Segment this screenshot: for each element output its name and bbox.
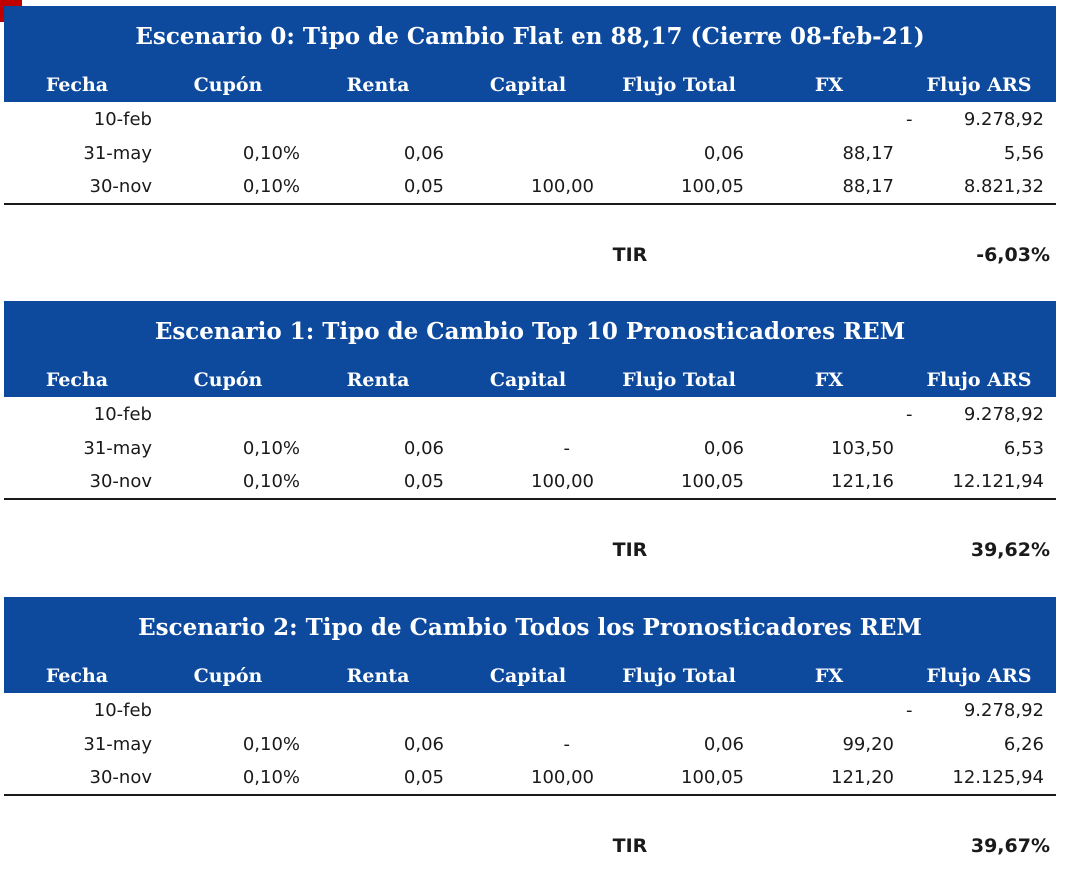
col-header-fecha: Fecha — [45, 74, 109, 96]
col-header-capital: Capital — [489, 369, 567, 391]
cell-ars-sign: - — [906, 109, 913, 130]
cell-fx: 88,17 — [842, 176, 894, 197]
col-header-fx: FX — [814, 369, 844, 391]
col-header-fecha: Fecha — [45, 369, 109, 391]
cell-capital: - — [563, 438, 571, 459]
cell-fecha: 30-nov — [89, 767, 152, 788]
cell-flujo-total: 100,05 — [681, 176, 744, 197]
col-header-flujo-ars: Flujo ARS — [926, 369, 1032, 391]
tir-value: 39,67% — [970, 835, 1050, 857]
cell-cupon: 0,10% — [242, 438, 300, 459]
cell-ars-sign: - — [906, 404, 913, 425]
header-band — [4, 68, 1056, 102]
tir-value: -6,03% — [976, 244, 1050, 266]
cell-capital: - — [563, 734, 571, 755]
col-header-capital: Capital — [489, 74, 567, 96]
cell-capital: 100,00 — [531, 767, 594, 788]
scenario-title: Escenario 1: Tipo de Cambio Top 10 Prono… — [154, 318, 906, 345]
col-header-fx: FX — [814, 74, 844, 96]
cell-capital: 100,00 — [531, 471, 594, 492]
title-band: Escenario 0: Tipo de Cambio Flat en 88,1… — [4, 6, 1056, 68]
cell-flujo-ars: 6,26 — [1003, 734, 1044, 755]
cell-flujo-ars: 6,53 — [1003, 438, 1044, 459]
cell-capital: 100,00 — [531, 176, 594, 197]
cell-fecha: 31-may — [83, 143, 152, 164]
scenario-title: Escenario 0: Tipo de Cambio Flat en 88,1… — [135, 23, 925, 50]
cell-renta: 0,06 — [403, 143, 444, 164]
header-band — [4, 363, 1056, 397]
tir-value: 39,62% — [970, 539, 1050, 561]
table-bottom-rule — [4, 794, 1056, 796]
cell-renta: 0,05 — [403, 471, 444, 492]
col-header-renta: Renta — [346, 74, 410, 96]
title-band: Escenario 2: Tipo de Cambio Todos los Pr… — [4, 597, 1056, 659]
tir-label: TIR — [612, 835, 648, 857]
cell-flujo-ars: 12.121,94 — [952, 471, 1044, 492]
tir-label: TIR — [612, 539, 648, 561]
col-header-renta: Renta — [346, 665, 410, 687]
table-bottom-rule — [4, 203, 1056, 205]
col-header-renta: Renta — [346, 369, 410, 391]
cell-renta: 0,06 — [403, 438, 444, 459]
cell-cupon: 0,10% — [242, 143, 300, 164]
cell-flujo-ars: 9.278,92 — [963, 109, 1044, 130]
col-header-flujo-total: Flujo Total — [622, 369, 736, 391]
col-header-fx: FX — [814, 665, 844, 687]
col-header-cupon: Cupón — [193, 369, 263, 391]
col-header-flujo-total: Flujo Total — [622, 74, 736, 96]
col-header-cupon: Cupón — [193, 665, 263, 687]
cell-flujo-total: 100,05 — [681, 471, 744, 492]
cell-flujo-ars: 12.125,94 — [952, 767, 1044, 788]
cell-fecha: 30-nov — [89, 471, 152, 492]
cell-renta: 0,06 — [403, 734, 444, 755]
cell-fecha: 31-may — [83, 734, 152, 755]
scenario-title: Escenario 2: Tipo de Cambio Todos los Pr… — [138, 614, 922, 641]
cell-cupon: 0,10% — [242, 176, 300, 197]
cell-fx: 99,20 — [842, 734, 894, 755]
tir-label: TIR — [612, 244, 648, 266]
col-header-capital: Capital — [489, 665, 567, 687]
cell-renta: 0,05 — [403, 767, 444, 788]
cell-cupon: 0,10% — [242, 734, 300, 755]
col-header-flujo-ars: Flujo ARS — [926, 665, 1032, 687]
title-band: Escenario 1: Tipo de Cambio Top 10 Prono… — [4, 301, 1056, 363]
cell-fx: 103,50 — [831, 438, 894, 459]
cell-ars-sign: - — [906, 700, 913, 721]
col-header-fecha: Fecha — [45, 665, 109, 687]
cell-cupon: 0,10% — [242, 767, 300, 788]
cell-flujo-total: 100,05 — [681, 767, 744, 788]
col-header-flujo-total: Flujo Total — [622, 665, 736, 687]
cell-fx: 121,16 — [831, 471, 894, 492]
cell-fecha: 10-feb — [93, 700, 152, 721]
cell-fx: 88,17 — [842, 143, 894, 164]
cell-flujo-ars: 8.821,32 — [963, 176, 1044, 197]
cell-fecha: 10-feb — [93, 404, 152, 425]
cell-cupon: 0,10% — [242, 471, 300, 492]
cell-flujo-ars: 9.278,92 — [963, 700, 1044, 721]
header-band — [4, 659, 1056, 693]
cell-flujo-total: 0,06 — [703, 438, 744, 459]
cell-fecha: 10-feb — [93, 109, 152, 130]
col-header-flujo-ars: Flujo ARS — [926, 74, 1032, 96]
cell-flujo-total: 0,06 — [703, 143, 744, 164]
table-bottom-rule — [4, 498, 1056, 500]
cell-flujo-ars: 9.278,92 — [963, 404, 1044, 425]
cell-flujo-total: 0,06 — [703, 734, 744, 755]
cell-fx: 121,20 — [831, 767, 894, 788]
col-header-cupon: Cupón — [193, 74, 263, 96]
cell-fecha: 31-may — [83, 438, 152, 459]
cell-fecha: 30-nov — [89, 176, 152, 197]
cell-renta: 0,05 — [403, 176, 444, 197]
cell-flujo-ars: 5,56 — [1003, 143, 1044, 164]
